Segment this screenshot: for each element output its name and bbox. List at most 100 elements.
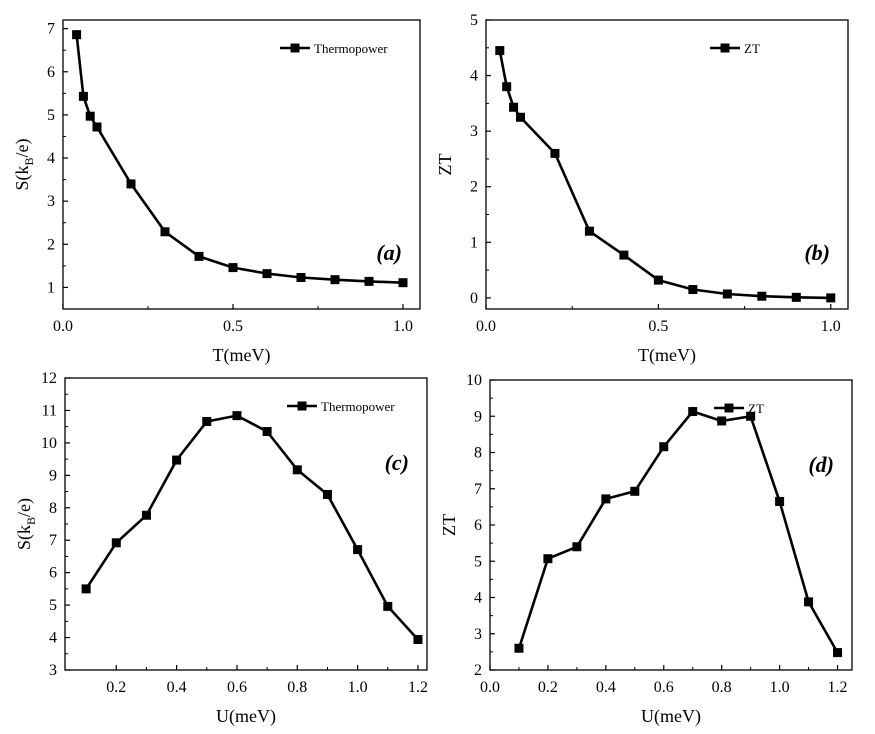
- y-tick-label: 3: [47, 193, 55, 210]
- data-point-marker: [228, 263, 238, 273]
- y-tick-label: 3: [470, 123, 478, 140]
- x-tick-label: 0.6: [227, 679, 247, 696]
- data-point-marker: [262, 427, 272, 437]
- data-point-marker: [81, 584, 91, 594]
- y-axis-title-sub: B: [24, 517, 38, 525]
- x-tick-label: 0.6: [654, 679, 674, 696]
- x-tick-label: 0.5: [648, 318, 668, 335]
- data-point-marker: [92, 122, 102, 132]
- data-point-marker: [717, 416, 727, 426]
- data-point-marker: [653, 275, 663, 285]
- y-tick-label: 9: [474, 408, 482, 425]
- x-tick-label: 1.2: [408, 679, 428, 696]
- data-point-marker: [826, 293, 836, 303]
- legend-marker: [724, 403, 734, 413]
- x-tick-label: 0.0: [480, 679, 500, 696]
- legend-label: Thermopower: [314, 41, 388, 56]
- data-point-marker: [330, 275, 340, 285]
- x-tick-label: 1.0: [348, 679, 368, 696]
- data-point-marker: [202, 416, 212, 426]
- data-point-marker: [413, 635, 423, 645]
- legend-label: Thermopower: [321, 399, 395, 414]
- panel-label: (a): [376, 240, 402, 265]
- data-point-marker: [364, 276, 374, 286]
- series-line: [85, 414, 419, 641]
- y-tick-label: 1: [47, 279, 55, 296]
- y-axis-title: ZT: [439, 514, 459, 536]
- data-point-marker: [619, 250, 629, 260]
- y-tick-label: 8: [474, 445, 482, 462]
- panel-label: (b): [804, 240, 830, 265]
- x-tick-label: 1.0: [821, 318, 841, 335]
- legend-marker: [720, 43, 730, 53]
- legend-label: ZT: [748, 401, 764, 416]
- y-tick-label: 5: [49, 597, 57, 614]
- x-axis-title: T(meV): [213, 345, 271, 366]
- data-point-marker: [584, 226, 594, 236]
- y-tick-label: 2: [470, 179, 478, 196]
- x-tick-label: 0.8: [712, 679, 732, 696]
- data-point-marker: [601, 494, 611, 504]
- y-tick-label: 6: [49, 565, 57, 582]
- data-point-marker: [543, 554, 553, 564]
- data-point-marker: [550, 148, 560, 158]
- y-tick-label: 9: [49, 467, 57, 484]
- y-axis-title-main: S(k: [12, 165, 33, 190]
- data-point-marker: [353, 545, 363, 555]
- data-point-marker: [232, 411, 242, 421]
- data-point-marker: [78, 91, 88, 101]
- y-tick-label: 4: [47, 150, 55, 167]
- y-axis-title: ZT: [435, 154, 455, 176]
- x-tick-label: 1.0: [770, 679, 790, 696]
- y-tick-label: 1: [470, 234, 478, 251]
- series-line: [517, 410, 839, 654]
- data-point-marker: [296, 273, 306, 283]
- data-point-marker: [322, 489, 332, 499]
- data-point-marker: [262, 269, 272, 279]
- y-tick-label: 10: [466, 372, 482, 389]
- y-axis-title: S(kB/e): [12, 138, 36, 190]
- panel-label: (c): [385, 450, 409, 475]
- data-point-marker: [85, 111, 95, 121]
- data-point-marker: [495, 46, 505, 56]
- y-tick-label: 5: [47, 107, 55, 124]
- y-axis-title-main: ZT: [439, 514, 459, 536]
- data-point-marker: [757, 291, 767, 301]
- data-point-marker: [383, 601, 393, 611]
- y-tick-label: 7: [474, 481, 482, 498]
- data-point-marker: [775, 496, 785, 506]
- y-tick-label: 4: [474, 590, 482, 607]
- y-tick-label: 7: [49, 532, 57, 549]
- data-point-marker: [398, 278, 408, 288]
- x-tick-label: 0.8: [287, 679, 307, 696]
- y-axis-title-tail: /e): [14, 498, 35, 517]
- data-point-marker: [572, 542, 582, 552]
- data-point-marker: [514, 643, 524, 653]
- data-point-marker: [509, 102, 519, 112]
- data-point-marker: [688, 285, 698, 295]
- x-tick-label: 1.0: [393, 318, 413, 335]
- legend-label: ZT: [744, 41, 760, 56]
- data-point-marker: [502, 82, 512, 92]
- data-point-marker: [791, 292, 801, 302]
- data-point-marker: [659, 442, 669, 452]
- y-tick-label: 7: [47, 21, 55, 38]
- y-tick-label: 2: [474, 662, 482, 679]
- y-tick-label: 12: [41, 370, 57, 387]
- x-tick-label: 1.2: [828, 679, 848, 696]
- panel-c: 0.2 0.4 0.6 0.8 1.0 1.2 3 4 5 6 7 8 9 10 11 12 U(meV) S(k…: [14, 370, 428, 727]
- y-tick-label: 2: [47, 236, 55, 253]
- y-tick-label: 0: [470, 290, 478, 307]
- x-tick-label: 0.2: [538, 679, 558, 696]
- y-axis-title-main: S(k: [14, 525, 35, 550]
- y-tick-label: 4: [470, 68, 478, 85]
- data-point-marker: [746, 411, 756, 421]
- y-axis-title-main: ZT: [435, 154, 455, 176]
- x-tick-label: 0.4: [167, 679, 187, 696]
- data-point-marker: [72, 30, 82, 40]
- x-axis-title: T(meV): [638, 345, 696, 366]
- panel-b: 0.0 0.5 1.0 0 1 2 3 4 5 T(meV) ZT ZT (b): [435, 12, 849, 366]
- x-tick-label: 0.0: [476, 318, 496, 335]
- y-tick-label: 8: [49, 500, 57, 517]
